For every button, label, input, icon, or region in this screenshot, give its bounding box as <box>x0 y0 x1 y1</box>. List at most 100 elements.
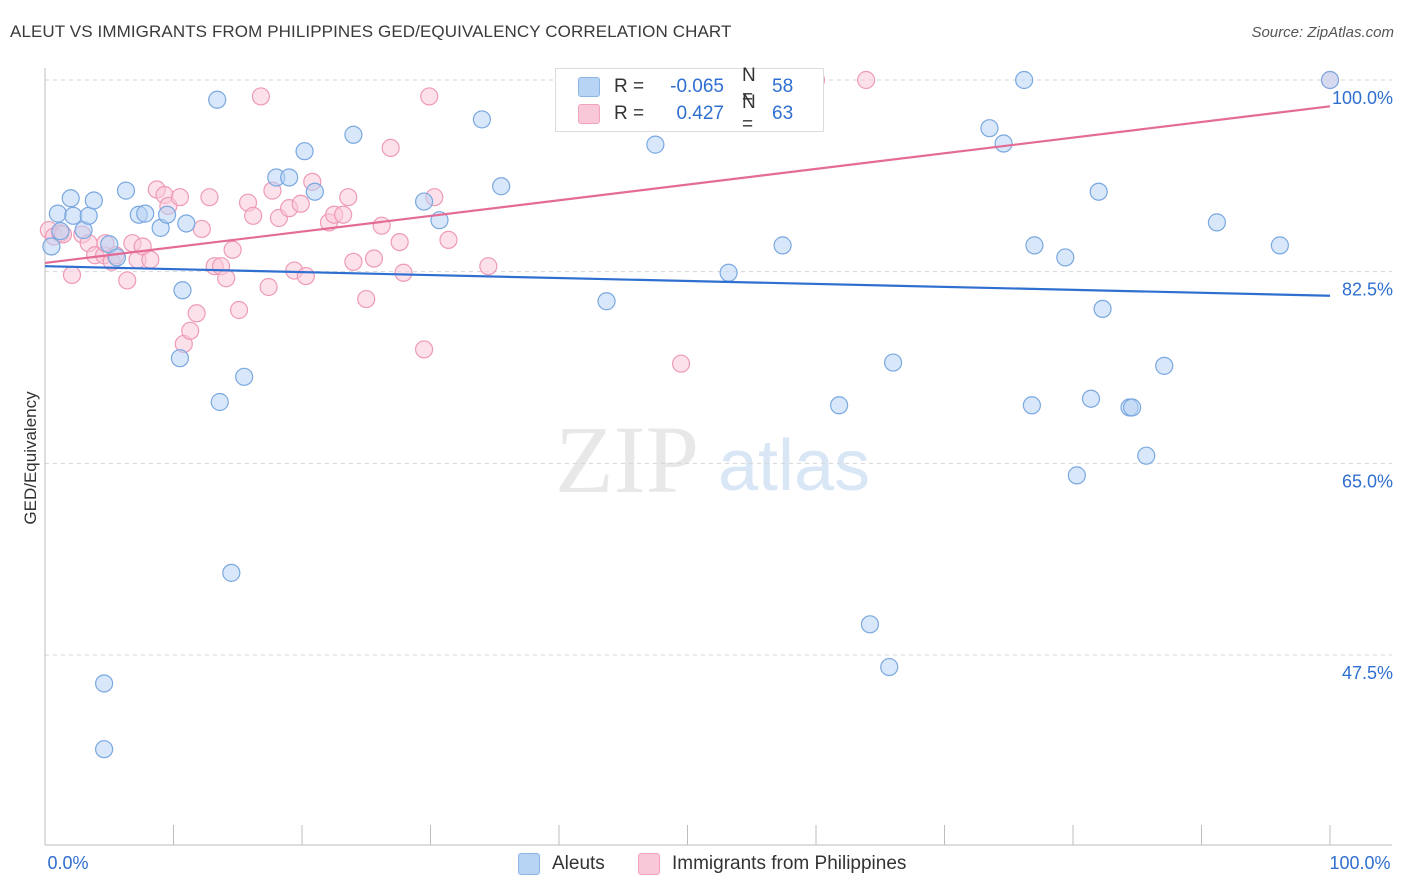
bottom-legend-swatch-blue <box>518 853 540 875</box>
point-aleuts <box>1089 182 1108 201</box>
point-aleuts <box>1093 299 1112 319</box>
point-philippines <box>170 188 190 207</box>
y-tick-label: 47.5% <box>1342 663 1393 683</box>
y-tick-label: 100.0% <box>1332 88 1393 108</box>
point-philippines <box>357 289 376 309</box>
point-aleuts <box>157 205 177 224</box>
point-philippines <box>251 87 270 106</box>
point-aleuts <box>79 206 98 225</box>
point-philippines <box>372 216 391 235</box>
point-aleuts <box>107 248 127 267</box>
point-aleuts <box>1056 248 1075 267</box>
point-aleuts <box>136 204 155 223</box>
point-aleuts <box>1137 446 1156 465</box>
point-aleuts <box>646 135 665 154</box>
bottom-legend-philippines: Immigrants from Philippines <box>638 851 906 877</box>
point-philippines <box>439 230 458 250</box>
point-aleuts <box>773 236 792 255</box>
y-tick-label: 65.0% <box>1342 471 1393 491</box>
point-philippines <box>344 252 363 271</box>
point-aleuts <box>210 392 229 412</box>
point-philippines <box>62 265 82 285</box>
point-aleuts <box>116 181 136 200</box>
y-axis-title: GED/Equivalency <box>21 391 40 525</box>
point-aleuts <box>64 206 83 225</box>
point-aleuts <box>1155 356 1174 375</box>
y-tick-label: 82.5% <box>1342 280 1393 300</box>
point-aleuts <box>1320 70 1340 90</box>
point-philippines <box>244 206 263 225</box>
trendline-philippines <box>44 105 1331 264</box>
point-aleuts <box>1015 70 1034 90</box>
point-aleuts <box>980 119 999 138</box>
point-aleuts <box>305 182 324 201</box>
x-tick-label: 100.0% <box>1329 853 1390 873</box>
point-aleuts <box>61 189 80 208</box>
point-aleuts <box>883 353 903 372</box>
point-aleuts <box>84 191 103 210</box>
point-aleuts <box>177 214 196 233</box>
legend-n-value: 58 <box>772 76 794 97</box>
point-aleuts <box>492 177 511 196</box>
point-philippines <box>296 266 315 286</box>
point-aleuts <box>719 263 738 282</box>
point-philippines <box>291 194 310 213</box>
point-philippines <box>420 87 439 106</box>
point-aleuts <box>830 396 849 415</box>
legend-row-philippines: R = 0.427 N = 63 <box>578 92 794 135</box>
point-aleuts <box>95 674 114 693</box>
point-aleuts <box>414 192 434 211</box>
trendline-aleuts <box>44 265 1331 297</box>
point-philippines <box>671 354 691 373</box>
point-philippines <box>259 277 278 297</box>
chart-source: Source: ZipAtlas.com <box>1251 24 1394 41</box>
stats-legend: R = -0.065 N = 58 R = 0.427 N = 63 <box>555 65 824 135</box>
point-aleuts <box>1207 213 1227 232</box>
point-philippines <box>364 249 384 268</box>
point-philippines <box>217 269 236 288</box>
legend-n-value: 63 <box>772 103 794 124</box>
point-philippines <box>181 321 200 340</box>
point-aleuts <box>95 740 114 759</box>
point-philippines <box>414 340 434 359</box>
point-aleuts <box>472 110 491 129</box>
point-aleuts <box>1022 396 1041 415</box>
point-philippines <box>141 250 160 269</box>
point-aleuts <box>173 281 192 300</box>
bottom-legend-aleuts: Aleuts <box>518 851 605 877</box>
point-philippines <box>339 188 358 207</box>
legend-swatch-blue <box>578 77 600 97</box>
watermark: ZIP atlas <box>555 406 870 513</box>
bottom-legend-swatch-pink <box>638 853 660 875</box>
point-aleuts <box>235 367 254 386</box>
point-philippines <box>200 188 219 207</box>
point-aleuts <box>597 292 616 311</box>
point-philippines <box>334 205 353 224</box>
point-philippines <box>223 240 242 259</box>
point-aleuts <box>860 615 880 634</box>
point-aleuts <box>170 349 190 368</box>
point-aleuts <box>1123 398 1142 417</box>
point-aleuts <box>880 657 899 677</box>
legend-swatch-pink <box>578 104 600 124</box>
point-philippines <box>390 232 409 252</box>
bottom-legend-label-aleuts: Aleuts <box>552 853 605 874</box>
point-aleuts <box>1081 389 1101 408</box>
point-aleuts <box>222 563 241 582</box>
point-aleuts <box>295 142 314 161</box>
watermark-zip: ZIP <box>555 406 699 513</box>
chart-title: ALEUT VS IMMIGRANTS FROM PHILIPPINES GED… <box>10 22 732 41</box>
point-aleuts <box>344 125 363 144</box>
legend-n-label: N = <box>742 92 756 135</box>
point-aleuts <box>994 134 1013 153</box>
watermark-atlas: atlas <box>718 426 870 506</box>
legend-row-aleuts: R = -0.065 N = 58 <box>578 65 794 108</box>
point-philippines <box>118 271 137 290</box>
legend-n-label: N = <box>742 65 756 108</box>
point-philippines <box>229 300 249 320</box>
legend-r-value: 0.427 <box>676 103 724 124</box>
bottom-legend-label-philippines: Immigrants from Philippines <box>672 853 907 874</box>
point-aleuts <box>208 90 227 109</box>
point-aleuts <box>48 204 67 223</box>
